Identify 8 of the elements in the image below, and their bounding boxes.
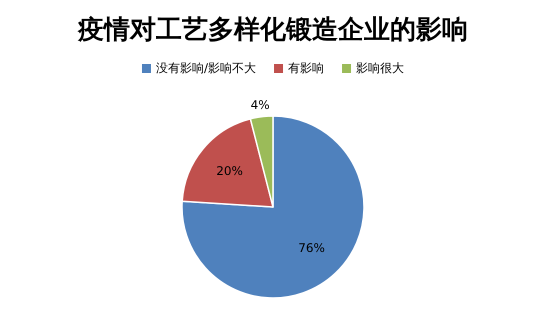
- chart-title: 疫情对工艺多样化锻造企业的影响: [77, 15, 468, 45]
- pie-slice: [181, 115, 365, 299]
- legend-label: 影响很大: [356, 61, 404, 75]
- data-label: 76%: [298, 241, 325, 256]
- legend-label: 没有影响/影响不大: [156, 61, 256, 75]
- data-label: 4%: [250, 98, 270, 112]
- legend-label: 有影响: [288, 61, 324, 75]
- data-label: 20%: [216, 164, 243, 178]
